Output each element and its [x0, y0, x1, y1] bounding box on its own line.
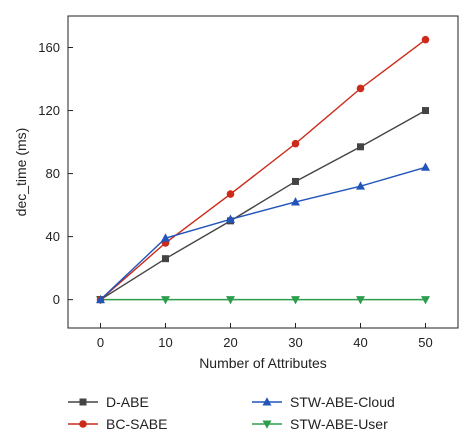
data-point [292, 177, 299, 185]
series-d-abe [97, 107, 429, 304]
legend-item: D-ABE [68, 394, 149, 410]
series-stw-abe-user [96, 296, 430, 305]
y-axis: 0 40 80 120 160 [38, 40, 73, 307]
y-tick-label: 0 [53, 292, 60, 307]
data-point [421, 35, 430, 44]
x-axis-title: Number of Attributes [199, 355, 327, 371]
data-point [226, 214, 235, 223]
data-point [356, 181, 365, 190]
legend-label: STW-ABE-Cloud [290, 394, 395, 410]
series-stw-abe-cloud [96, 162, 430, 304]
legend: D-ABE BC-SABE STW-ABE-Cloud STW-ABE-User [68, 394, 395, 432]
legend-swatch-marker [79, 398, 87, 406]
data-point [421, 296, 430, 305]
x-tick-label: 20 [223, 335, 237, 350]
y-tick-label: 80 [46, 166, 60, 181]
x-axis: 0 10 20 30 40 50 [97, 323, 433, 350]
legend-swatch-marker [262, 397, 272, 406]
y-axis-title: dec_time (ms) [13, 128, 29, 217]
data-point [291, 296, 300, 305]
x-tick-label: 50 [418, 335, 432, 350]
legend-item: BC-SABE [68, 416, 167, 432]
data-point [357, 143, 364, 151]
data-point [161, 233, 170, 242]
data-point [291, 197, 300, 206]
data-point [162, 255, 169, 263]
data-point [291, 139, 300, 148]
x-tick-label: 30 [288, 335, 302, 350]
legend-label: STW-ABE-User [290, 416, 388, 432]
y-tick-label: 40 [46, 229, 60, 244]
x-tick-label: 40 [353, 335, 367, 350]
data-point [226, 190, 235, 198]
series-layer [96, 35, 430, 305]
data-point [422, 107, 429, 115]
legend-swatch-marker [79, 420, 87, 428]
data-point [96, 294, 105, 304]
series-line [100, 39, 426, 301]
data-point [356, 84, 365, 93]
legend-item: STW-ABE-User [252, 416, 388, 432]
series-bc-sabe [96, 35, 430, 304]
plot-area: 0 10 20 30 40 50 0 40 80 120 160 [38, 15, 459, 350]
y-tick-label: 160 [38, 40, 60, 55]
legend-label: D-ABE [106, 394, 149, 410]
data-point [421, 162, 430, 171]
data-point [226, 296, 235, 305]
series-line [100, 166, 426, 301]
legend-label: BC-SABE [106, 416, 167, 432]
y-tick-label: 120 [38, 103, 60, 118]
plot-frame [67, 15, 459, 329]
x-tick-label: 0 [97, 335, 104, 350]
x-tick-label: 10 [158, 335, 172, 350]
legend-swatch-marker [262, 420, 272, 429]
data-point [356, 296, 365, 305]
data-point [161, 296, 170, 305]
series-line [100, 109, 426, 301]
legend-item: STW-ABE-Cloud [252, 394, 395, 410]
